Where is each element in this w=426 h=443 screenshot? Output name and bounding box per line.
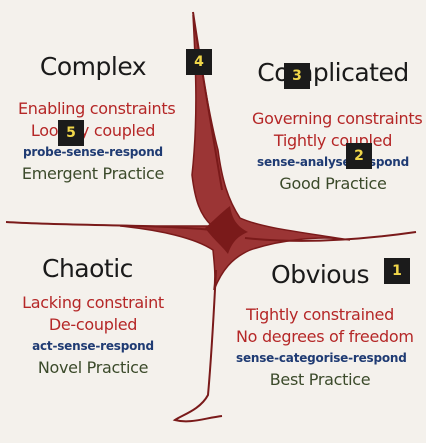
complex-approach: probe-sense-respond — [23, 145, 163, 159]
quadrant-chaotic: Chaotic Lacking constraint De-coupled ac… — [18, 254, 168, 380]
marker-badge-5[interactable]: 5 — [58, 120, 84, 146]
quadrant-complex: Complex Enabling constraints Loosely cou… — [18, 52, 176, 186]
complex-constraint: Enabling constraints — [18, 99, 176, 118]
boundary-bottom-cliff — [172, 269, 223, 423]
boundary-top — [192, 11, 223, 191]
chaotic-approach: act-sense-respond — [32, 339, 154, 353]
quadrant-complicated: Complicated Governing constraints Tightl… — [252, 58, 423, 196]
disorder-core — [205, 206, 248, 254]
marker-badge-1[interactable]: 1 — [384, 258, 410, 284]
chaotic-constraint: Lacking constraint — [22, 293, 164, 312]
obvious-approach: sense-categorise-respond — [236, 351, 407, 365]
quadrant-obvious: Obvious Tightly constrained No degrees o… — [236, 260, 414, 392]
complex-title: Complex — [39, 52, 147, 81]
obvious-constraint: Tightly constrained — [246, 305, 394, 324]
chaotic-title: Chaotic — [42, 254, 133, 283]
complicated-constraint: Governing constraints — [252, 109, 423, 128]
boundary-left — [5, 221, 214, 231]
complicated-title: Complicated — [257, 58, 409, 87]
boundary-right — [244, 231, 417, 242]
complicated-coupling: Tightly coupled — [273, 131, 393, 150]
chaotic-coupling: De-coupled — [48, 315, 138, 334]
marker-badge-3[interactable]: 3 — [284, 63, 310, 89]
marker-badge-4[interactable]: 4 — [186, 49, 212, 75]
complicated-practice: Good Practice — [279, 174, 387, 193]
obvious-coupling: No degrees of freedom — [236, 327, 414, 346]
chaotic-practice: Novel Practice — [37, 358, 149, 377]
obvious-title: Obvious — [271, 260, 369, 289]
marker-badge-2[interactable]: 2 — [346, 143, 372, 169]
complicated-approach: sense-analyse-respond — [257, 155, 409, 169]
obvious-practice: Best Practice — [269, 370, 371, 389]
complex-practice: Emergent Practice — [21, 164, 165, 183]
complex-coupling: Loosely coupled — [30, 121, 156, 140]
